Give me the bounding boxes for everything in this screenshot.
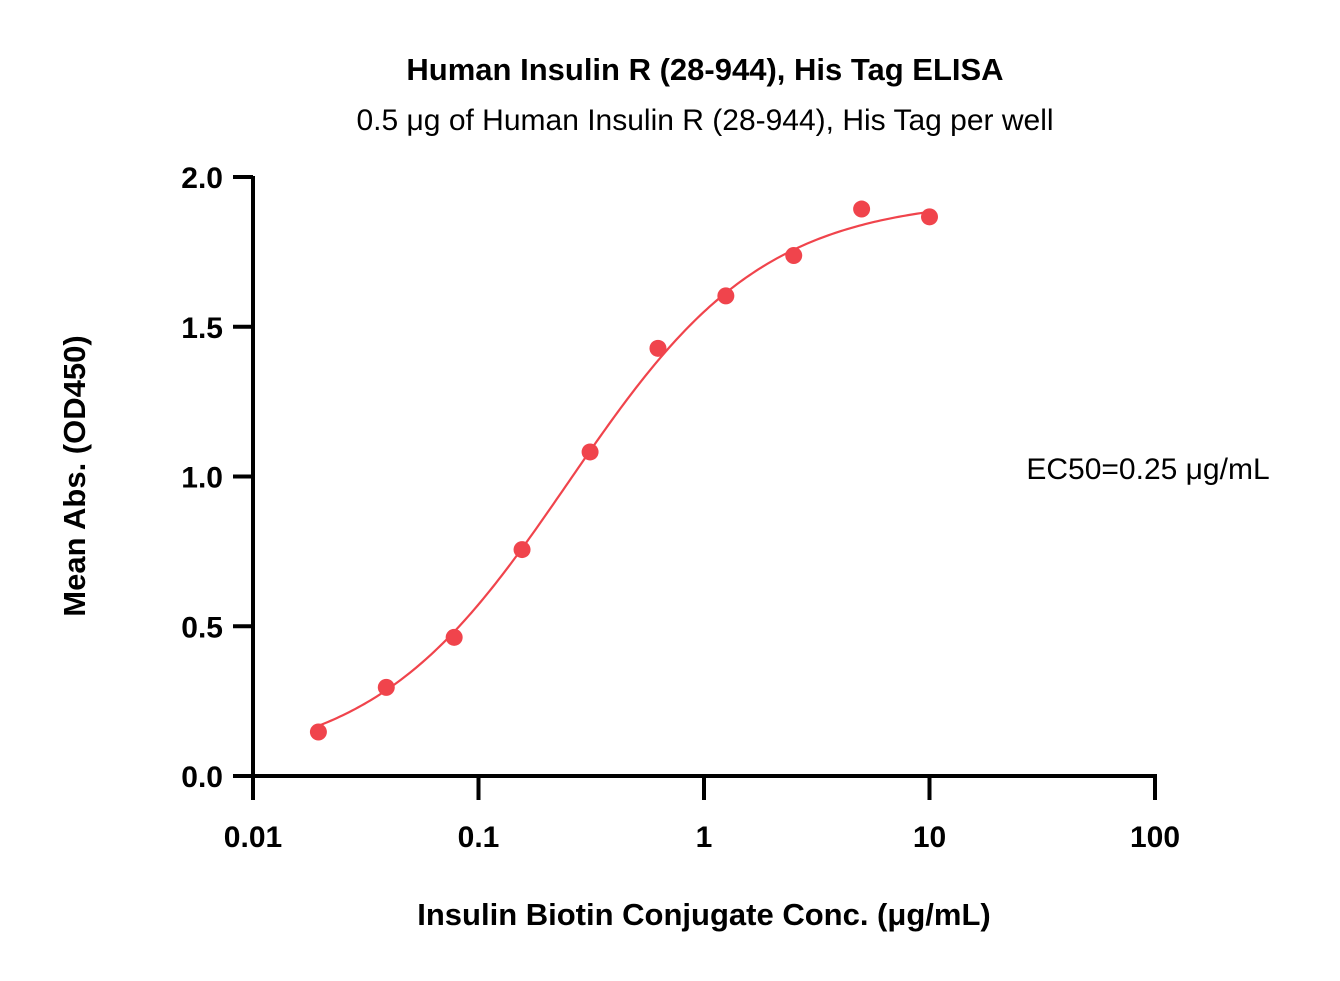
data-point [785,246,803,264]
y-tick-label: 1.5 [181,312,223,345]
chart-title: Human Insulin R (28-944), His Tag ELISA [406,52,1003,87]
x-tick-label: 100 [1130,821,1180,854]
data-point [581,443,599,461]
fit-curve-layer [317,210,930,727]
x-tick-label: 0.01 [224,821,282,854]
y-tick-label: 0.0 [181,761,223,794]
x-tick-label: 10 [913,821,946,854]
data-point [309,723,327,741]
data-point [717,287,735,305]
ec50-annotation: EC50=0.25 μg/mL [1026,453,1269,486]
chart-subtitle: 0.5 μg of Human Insulin R (28-944), His … [356,104,1053,137]
y-tick-label: 0.5 [181,611,223,644]
data-point [853,200,871,218]
data-point [921,208,938,226]
data-point [377,678,395,696]
x-tick-label: 0.1 [458,821,500,854]
x-ticks: 0.01 0.1 1 10 100 [224,776,1180,854]
y-axis-label: Mean Abs. (OD450) [57,335,92,616]
x-tick-label: 1 [696,821,713,854]
x-axis-label: Insulin Biotin Conjugate Conc. (μg/mL) [417,897,990,932]
data-points-layer [309,200,938,741]
data-point [513,541,531,559]
y-ticks: 0.0 0.5 1.0 1.5 2.0 [181,162,253,794]
y-tick-label: 2.0 [181,162,223,195]
fit-curve-line [317,210,930,727]
data-point [649,339,667,357]
y-tick-label: 1.0 [181,462,223,495]
data-point [445,628,463,646]
